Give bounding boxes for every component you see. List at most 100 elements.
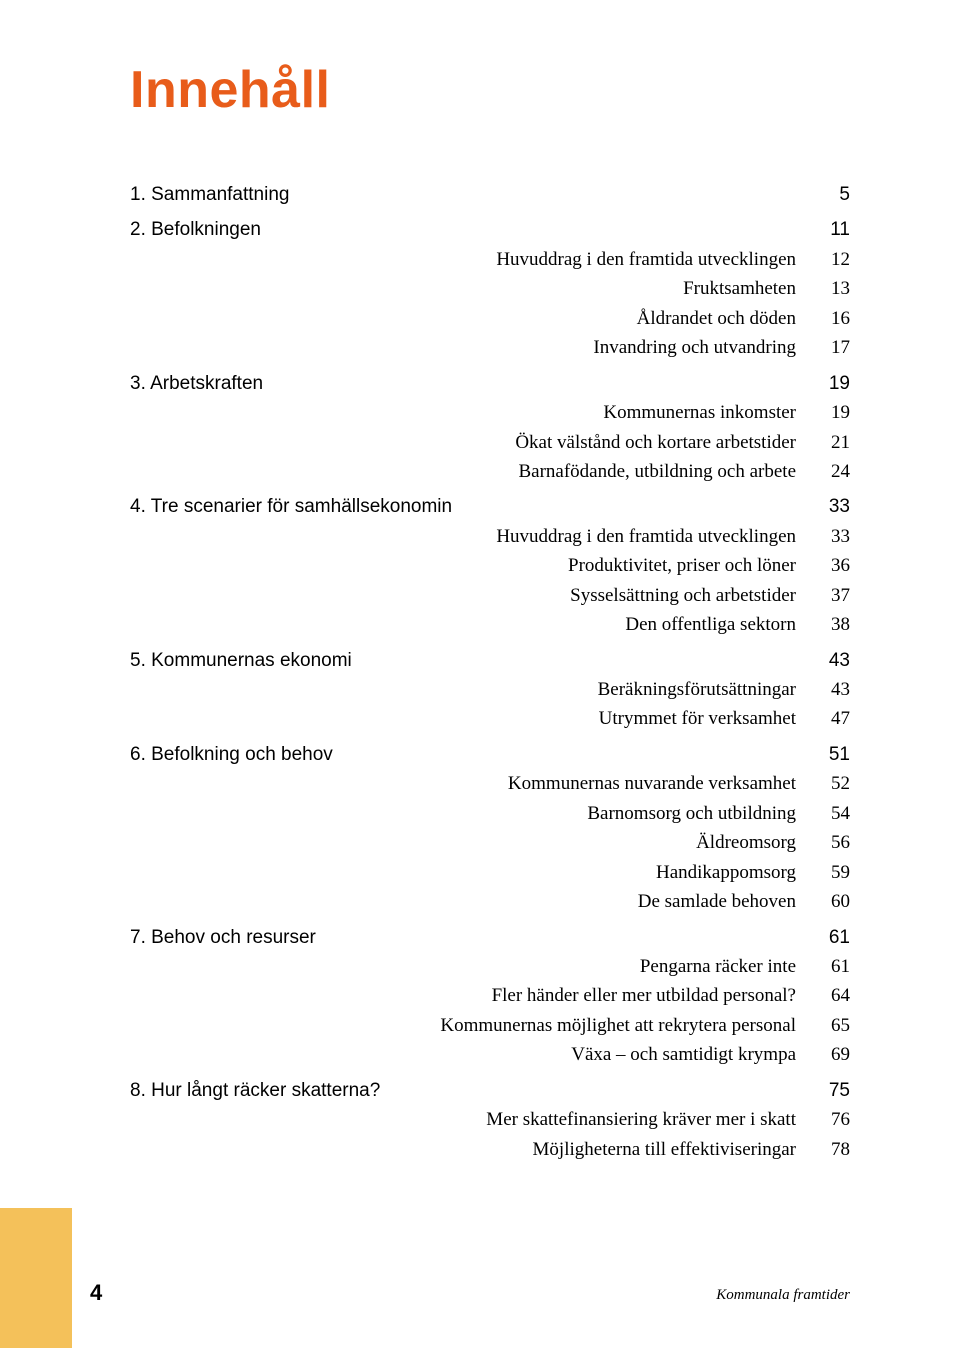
toc-entry-label: Den offentliga sektorn [130, 610, 810, 639]
toc-entry-label: Huvuddrag i den framtida utvecklingen [130, 245, 810, 274]
toc-entry-label: Invandring och utvandring [130, 333, 810, 362]
toc-entry-label: Sysselsättning och arbetstider [130, 581, 810, 610]
toc-entry-label: Kommunernas inkomster [130, 398, 810, 427]
toc-sub-row: Huvuddrag i den framtida utvecklingen12 [130, 245, 850, 274]
publication-name: Kommunala framtider [716, 1287, 850, 1304]
toc-entry-page: 37 [810, 581, 850, 610]
toc-chapter-row: 2. Befolkningen11 [130, 215, 850, 244]
toc-sub-row: Växa – och samtidigt krympa69 [130, 1040, 850, 1069]
toc-entry-page: 43 [810, 675, 850, 704]
toc-entry-label: Handikappomsorg [130, 858, 810, 887]
toc-entry-page: 78 [810, 1135, 850, 1164]
toc-chapter-row: 8. Hur långt räcker skatterna?75 [130, 1076, 850, 1105]
toc-entry-page: 12 [810, 245, 850, 274]
toc-entry-page: 38 [810, 610, 850, 639]
toc-sub-row: Äldreomsorg56 [130, 828, 850, 857]
toc-entry-page: 43 [810, 646, 850, 675]
toc-sub-row: Beräkningsförutsättningar43 [130, 675, 850, 704]
toc-sub-row: Mer skattefinansiering kräver mer i skat… [130, 1105, 850, 1134]
toc-entry-page: 52 [810, 769, 850, 798]
toc-entry-label: Fler händer eller mer utbildad personal? [130, 981, 810, 1010]
toc-entry-label: Kommunernas nuvarande verksamhet [130, 769, 810, 798]
toc-sub-row: Möjligheterna till effektiviseringar78 [130, 1135, 850, 1164]
toc-entry-label: Barnomsorg och utbildning [130, 799, 810, 828]
toc-entry-label: 8. Hur långt räcker skatterna? [130, 1076, 810, 1105]
toc-entry-page: 33 [810, 522, 850, 551]
toc-sub-row: Pengarna räcker inte61 [130, 952, 850, 981]
toc-entry-page: 13 [810, 274, 850, 303]
toc-chapter-row: 4. Tre scenarier för samhällsekonomin33 [130, 492, 850, 521]
toc-entry-label: Mer skattefinansiering kräver mer i skat… [130, 1105, 810, 1134]
toc-chapter-row: 7. Behov och resurser61 [130, 923, 850, 952]
toc-entry-page: 56 [810, 828, 850, 857]
toc-sub-row: Barnomsorg och utbildning54 [130, 799, 850, 828]
toc-chapter-row: 5. Kommunernas ekonomi43 [130, 646, 850, 675]
toc-sub-row: Kommunernas nuvarande verksamhet52 [130, 769, 850, 798]
toc-entry-page: 33 [810, 492, 850, 521]
toc-entry-page: 75 [810, 1076, 850, 1105]
toc-entry-label: Produktivitet, priser och löner [130, 551, 810, 580]
toc-entry-label: 7. Behov och resurser [130, 923, 810, 952]
toc-entry-label: 6. Befolkning och behov [130, 740, 810, 769]
toc-sub-row: Kommunernas inkomster19 [130, 398, 850, 427]
toc-entry-page: 19 [810, 369, 850, 398]
toc-sub-row: Produktivitet, priser och löner36 [130, 551, 850, 580]
toc-chapter-row: 3. Arbetskraften19 [130, 369, 850, 398]
toc-entry-page: 61 [810, 923, 850, 952]
toc-entry-label: 2. Befolkningen [130, 215, 810, 244]
toc-entry-label: Barnafödande, utbildning och arbete [130, 457, 810, 486]
toc-entry-label: Ökat välstånd och kortare arbetstider [130, 428, 810, 457]
toc-entry-page: 51 [810, 740, 850, 769]
toc-sub-row: Kommunernas möjlighet att rekrytera pers… [130, 1011, 850, 1040]
toc-entry-page: 11 [810, 215, 850, 244]
toc-chapter-row: 6. Befolkning och behov51 [130, 740, 850, 769]
toc-sub-row: Handikappomsorg59 [130, 858, 850, 887]
toc-sub-row: De samlade behoven60 [130, 887, 850, 916]
toc-sub-row: Åldrandet och döden16 [130, 304, 850, 333]
toc-entry-page: 64 [810, 981, 850, 1010]
toc-entry-page: 69 [810, 1040, 850, 1069]
toc-entry-label: 1. Sammanfattning [130, 180, 810, 209]
toc-sub-row: Ökat välstånd och kortare arbetstider21 [130, 428, 850, 457]
toc-sub-row: Utrymmet för verksamhet47 [130, 704, 850, 733]
toc-entry-label: Växa – och samtidigt krympa [130, 1040, 810, 1069]
toc-entry-page: 65 [810, 1011, 850, 1040]
toc-entry-page: 36 [810, 551, 850, 580]
table-of-contents: 1. Sammanfattning52. Befolkningen11Huvud… [130, 180, 850, 1164]
toc-sub-row: Sysselsättning och arbetstider37 [130, 581, 850, 610]
page-number: 4 [90, 1280, 102, 1306]
toc-entry-label: Utrymmet för verksamhet [130, 704, 810, 733]
toc-entry-page: 76 [810, 1105, 850, 1134]
toc-entry-label: Äldreomsorg [130, 828, 810, 857]
toc-entry-page: 19 [810, 398, 850, 427]
toc-entry-page: 17 [810, 333, 850, 362]
toc-entry-label: De samlade behoven [130, 887, 810, 916]
toc-entry-label: 4. Tre scenarier för samhällsekonomin [130, 492, 810, 521]
toc-entry-page: 21 [810, 428, 850, 457]
toc-entry-label: 3. Arbetskraften [130, 369, 810, 398]
yellow-tab-decoration [0, 1208, 72, 1348]
toc-entry-label: Åldrandet och döden [130, 304, 810, 333]
toc-entry-label: Pengarna räcker inte [130, 952, 810, 981]
toc-entry-label: Möjligheterna till effektiviseringar [130, 1135, 810, 1164]
page-title: Innehåll [130, 60, 850, 120]
toc-entry-page: 16 [810, 304, 850, 333]
toc-entry-page: 47 [810, 704, 850, 733]
toc-sub-row: Den offentliga sektorn38 [130, 610, 850, 639]
toc-entry-page: 5 [810, 180, 850, 209]
toc-entry-page: 59 [810, 858, 850, 887]
toc-sub-row: Huvuddrag i den framtida utvecklingen33 [130, 522, 850, 551]
toc-entry-label: Fruktsamheten [130, 274, 810, 303]
toc-sub-row: Fruktsamheten13 [130, 274, 850, 303]
toc-sub-row: Barnafödande, utbildning och arbete24 [130, 457, 850, 486]
toc-sub-row: Invandring och utvandring17 [130, 333, 850, 362]
toc-entry-label: 5. Kommunernas ekonomi [130, 646, 810, 675]
toc-entry-label: Huvuddrag i den framtida utvecklingen [130, 522, 810, 551]
toc-sub-row: Fler händer eller mer utbildad personal?… [130, 981, 850, 1010]
toc-entry-page: 60 [810, 887, 850, 916]
toc-entry-label: Kommunernas möjlighet att rekrytera pers… [130, 1011, 810, 1040]
toc-entry-page: 24 [810, 457, 850, 486]
toc-entry-label: Beräkningsförutsättningar [130, 675, 810, 704]
toc-entry-page: 54 [810, 799, 850, 828]
toc-entry-page: 61 [810, 952, 850, 981]
